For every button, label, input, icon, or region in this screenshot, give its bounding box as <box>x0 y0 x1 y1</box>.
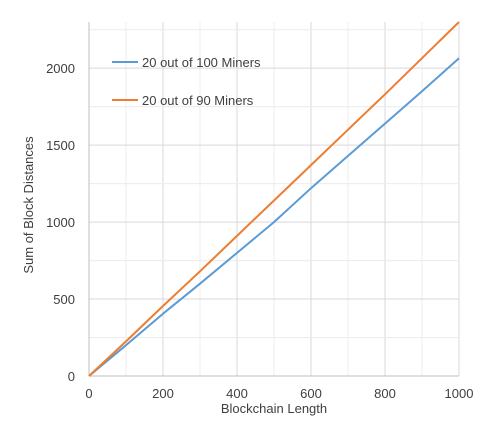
grid-lines <box>88 22 460 376</box>
legend-label: 20 out of 90 Miners <box>142 93 254 108</box>
y-tick-label: 2000 <box>46 61 75 76</box>
y-tick-label: 1500 <box>46 138 75 153</box>
series-line-2 <box>88 21 460 377</box>
x-axis-title: Blockchain Length <box>221 401 327 416</box>
axes: 0 200 400 600 800 1000 0 500 1000 1500 2000 <box>46 22 473 401</box>
y-tick-label: 0 <box>68 369 75 384</box>
x-tick-label: 200 <box>152 386 174 401</box>
legend: 20 out of 100 Miners 20 out of 90 Miners <box>112 55 261 108</box>
y-tick-label: 1000 <box>46 215 75 230</box>
series-lines <box>88 21 460 377</box>
x-tick-label: 0 <box>85 386 92 401</box>
y-axis-title: Sum of Block Distances <box>21 136 36 274</box>
series-line-1 <box>88 57 460 377</box>
y-tick-label: 500 <box>53 292 75 307</box>
x-tick-label: 600 <box>300 386 322 401</box>
x-tick-label: 400 <box>226 386 248 401</box>
x-tick-label: 800 <box>374 386 396 401</box>
x-tick-label: 1000 <box>445 386 474 401</box>
legend-label: 20 out of 100 Miners <box>142 55 261 70</box>
